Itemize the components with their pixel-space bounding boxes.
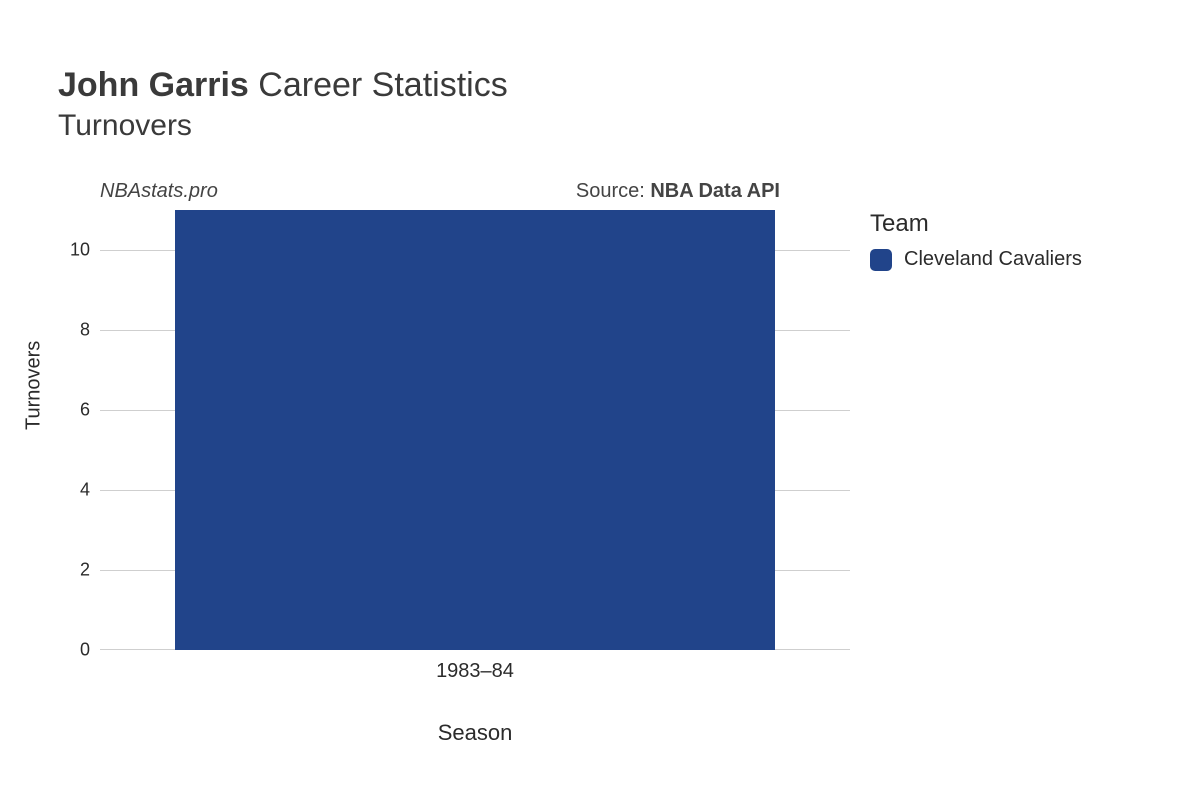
y-tick-label: 4: [80, 480, 90, 501]
y-tick-label: 6: [80, 400, 90, 421]
meta-source-prefix: Source:: [576, 180, 650, 202]
chart-title-block: John Garris Career Statistics Turnovers: [58, 66, 508, 143]
page-root: John Garris Career Statistics Turnovers …: [0, 0, 1200, 800]
plot-area: 02468101983–84: [100, 210, 850, 650]
meta-site: NBAstats.pro: [100, 180, 218, 203]
meta-row: NBAstats.pro Source: NBA Data API: [100, 180, 780, 203]
chart-subtitle: Turnovers: [58, 109, 508, 143]
y-tick-label: 8: [80, 320, 90, 341]
y-tick-label: 10: [70, 240, 90, 261]
chart-title-line1: John Garris Career Statistics: [58, 66, 508, 105]
legend-item: Cleveland Cavaliers: [870, 248, 1082, 271]
meta-source: Source: NBA Data API: [576, 180, 780, 203]
x-axis-label: Season: [100, 720, 850, 746]
legend-swatch: [870, 249, 892, 271]
y-tick-label: 0: [80, 640, 90, 661]
x-tick-label: 1983–84: [436, 660, 514, 683]
bar: [175, 210, 775, 650]
player-name: John Garris: [58, 66, 249, 104]
legend-title: Team: [870, 210, 1082, 238]
title-rest: Career Statistics: [258, 66, 507, 104]
meta-source-name: NBA Data API: [650, 180, 780, 202]
y-tick-label: 2: [80, 560, 90, 581]
legend-label: Cleveland Cavaliers: [904, 248, 1082, 271]
legend: Team Cleveland Cavaliers: [870, 210, 1082, 271]
y-axis-label: Turnovers: [23, 341, 46, 430]
legend-items: Cleveland Cavaliers: [870, 248, 1082, 271]
